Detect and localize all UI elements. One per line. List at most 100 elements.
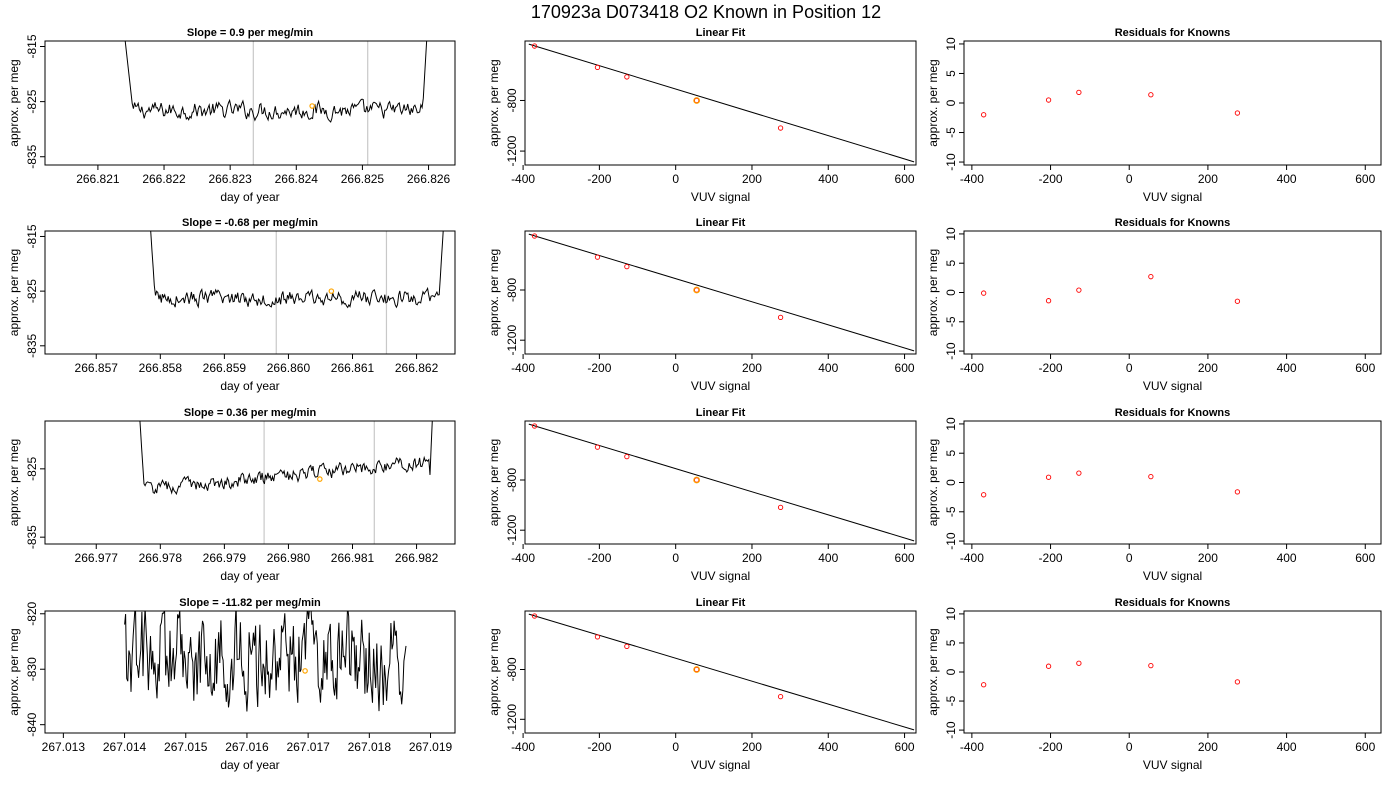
panel-2-3: Residuals for Knowns -400 -200 0 200 400 600 -1… (926, 217, 1382, 393)
plot-area (139, 421, 433, 544)
x-tick-label: 0 (1126, 740, 1133, 754)
x-tick-label: -400 (511, 551, 535, 565)
y-axis-label: approx. per meg (7, 249, 21, 336)
known-point (531, 43, 538, 49)
x-tick-label: -200 (587, 172, 611, 186)
x-tick-label: 0 (1126, 551, 1133, 565)
y-tick-label: 0 (944, 289, 958, 296)
x-tick-label: -400 (960, 551, 984, 565)
known-point (777, 504, 784, 511)
y-tick-label: -10 (944, 342, 958, 360)
y-axis-label: approx. per meg (926, 628, 940, 715)
plot-frame (524, 420, 917, 545)
panel-title: Slope = -0.68 per meg/min (182, 217, 318, 229)
x-tick-label: 266.859 (203, 361, 247, 375)
plot-frame (524, 40, 917, 166)
x-tick-label: 200 (1198, 361, 1218, 375)
x-tick-label: -200 (587, 740, 611, 754)
y-tick-label: -5 (944, 127, 958, 138)
x-tick-label: 400 (818, 740, 838, 754)
panel-2-2: Linear Fit -400 -200 0 200 400 600 -1200 -800 VUV… (487, 217, 917, 393)
x-tick-label: 266.981 (331, 551, 375, 565)
y-tick-label: 5 (944, 639, 958, 646)
known-point (1045, 663, 1052, 669)
known-point (694, 477, 700, 483)
x-tick-label: -200 (587, 361, 611, 375)
plot-frame (44, 230, 456, 355)
panel-4-1: Slope = -11.82 per meg/min 267.013 267.014… (7, 597, 456, 772)
known-point (981, 290, 987, 296)
x-tick-label: 200 (1198, 551, 1218, 565)
x-tick-label: -400 (960, 361, 984, 375)
y-axis-label: approx. per meg (7, 439, 21, 526)
known-point (1234, 489, 1241, 495)
x-tick-label: 400 (1277, 740, 1297, 754)
panel-1-3: Residuals for Knowns -400 -200 0 200 400 600 -1… (926, 27, 1382, 204)
y-tick-label: -820 (25, 601, 39, 625)
known-point (1148, 473, 1154, 480)
x-tick-label: 400 (1277, 361, 1297, 375)
y-tick-label: -825 (25, 457, 39, 481)
x-tick-label: 266.823 (208, 172, 252, 186)
panel-title: Linear Fit (696, 597, 746, 609)
y-tick-label: -825 (25, 89, 39, 113)
known-point (777, 693, 784, 700)
y-tick-label: -800 (505, 88, 519, 112)
data-trace (139, 421, 433, 496)
panel-title: Slope = 0.36 per meg/min (184, 407, 317, 419)
highlight-point (309, 103, 315, 109)
x-tick-label: 266.826 (407, 172, 451, 186)
x-tick-label: 200 (742, 551, 762, 565)
x-axis-label: VUV signal (691, 758, 750, 772)
y-axis-label: approx. per meg (7, 628, 21, 715)
y-axis-label: approx. per meg (7, 59, 21, 146)
x-tick-label: 267.016 (225, 740, 269, 754)
known-point (1045, 298, 1052, 304)
x-tick-label: 200 (1198, 172, 1218, 186)
y-tick-label: 10 (944, 417, 958, 431)
x-tick-label: 266.860 (267, 361, 311, 375)
data-trace (124, 41, 428, 123)
plot-area (124, 611, 407, 712)
y-axis-label: approx. per meg (487, 439, 501, 526)
highlight-point (317, 476, 323, 482)
known-point (594, 634, 601, 640)
fit-line (528, 43, 915, 163)
known-point (624, 643, 630, 650)
known-point (981, 112, 987, 118)
y-tick-label: 0 (944, 479, 958, 486)
panel-title: Linear Fit (696, 407, 746, 419)
known-point (531, 423, 538, 429)
x-tick-label: 0 (1126, 172, 1133, 186)
y-tick-label: 0 (944, 99, 958, 106)
panel-3-1: Slope = 0.36 per meg/min 266.977 266.978 26… (7, 407, 456, 583)
y-tick-label: -825 (25, 279, 39, 303)
y-axis-label: approx. per meg (487, 628, 501, 715)
panel-title: Residuals for Knowns (1115, 217, 1231, 229)
x-tick-label: 200 (742, 172, 762, 186)
panel-title: Linear Fit (696, 27, 746, 39)
plot-area (528, 423, 915, 542)
x-tick-label: 0 (672, 740, 679, 754)
panel-1-2: Linear Fit -400 -200 0 200 400 600 -1200 -800 VUV… (487, 27, 917, 204)
y-axis-label: approx. per meg (926, 439, 940, 526)
known-point (1076, 287, 1082, 293)
x-tick-label: 266.982 (395, 551, 439, 565)
panel-3-3: Residuals for Knowns -400 -200 0 200 400 600 -1… (926, 407, 1382, 583)
x-tick-label: 267.019 (409, 740, 453, 754)
known-point (777, 125, 784, 131)
x-axis-label: day of year (220, 379, 279, 393)
x-axis-label: day of year (220, 758, 279, 772)
plot-frame (524, 610, 917, 734)
y-tick-label: 5 (944, 450, 958, 457)
plot-area (528, 43, 915, 163)
x-tick-label: 266.858 (139, 361, 183, 375)
y-tick-label: 0 (944, 668, 958, 675)
plot-area (528, 613, 915, 731)
y-tick-label: -5 (944, 316, 958, 327)
y-tick-label: -830 (25, 657, 39, 681)
y-tick-label: 10 (944, 37, 958, 51)
plot-frame (963, 40, 1382, 166)
